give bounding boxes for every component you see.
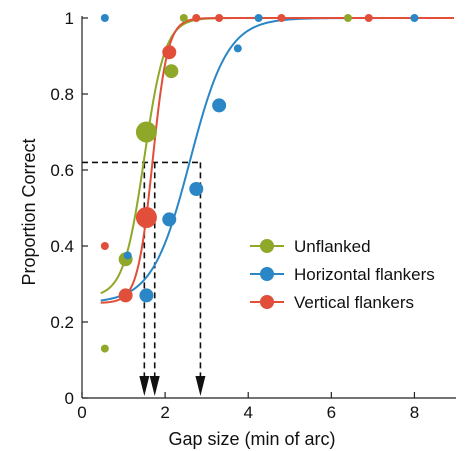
- legend-swatch-marker: [260, 267, 274, 281]
- data-point: [215, 14, 224, 22]
- data-point: [410, 14, 419, 22]
- fit-curve-vertical-flankers: [100, 17, 454, 304]
- data-point: [162, 45, 177, 60]
- data-point: [179, 14, 188, 22]
- data-point: [233, 44, 242, 53]
- x-tick-label: 0: [77, 403, 86, 422]
- data-point: [135, 207, 157, 228]
- y-tick-label: 0.2: [50, 313, 74, 332]
- data-point: [164, 64, 179, 79]
- data-point: [343, 14, 352, 22]
- y-tick-label: 0: [65, 389, 74, 408]
- legend-label: Vertical flankers: [294, 293, 414, 312]
- x-tick-label: 4: [243, 403, 252, 422]
- legend-label: Horizontal flankers: [294, 265, 435, 284]
- data-points: [100, 14, 419, 353]
- threshold-arrow: [195, 376, 206, 396]
- y-tick-label: 1: [65, 9, 74, 28]
- threshold-arrow: [149, 376, 160, 396]
- data-point: [118, 288, 133, 303]
- data-point: [100, 242, 109, 250]
- threshold-guides: [82, 161, 206, 396]
- x-tick-label: 6: [327, 403, 336, 422]
- data-point: [139, 288, 154, 303]
- y-tick-label: 0.4: [50, 237, 74, 256]
- data-point: [277, 14, 286, 22]
- axes: 0 2 4 6 8 0 0.2 0.4 0.6 0.8 1: [50, 9, 456, 422]
- x-tick-label: 8: [410, 403, 419, 422]
- legend-label: Unflanked: [294, 237, 371, 256]
- fit-curves: [100, 17, 454, 304]
- x-axis-title: Gap size (min of arc): [168, 429, 335, 449]
- data-point: [364, 14, 373, 22]
- data-point: [212, 98, 227, 113]
- threshold-arrow: [139, 376, 150, 396]
- legend-swatch-marker: [260, 295, 274, 309]
- y-tick-label: 0.8: [50, 85, 74, 104]
- data-point: [123, 251, 132, 260]
- legend-swatch-marker: [260, 239, 274, 253]
- data-point: [254, 14, 263, 22]
- x-tick-label: 2: [160, 403, 169, 422]
- y-tick-label: 0.6: [50, 161, 74, 180]
- legend: Unflanked Horizontal flankers Vertical fla…: [250, 237, 435, 312]
- data-point: [100, 344, 109, 353]
- data-point: [189, 182, 204, 196]
- data-point: [135, 121, 157, 143]
- y-axis-title: Proportion Correct: [19, 138, 39, 285]
- data-point: [162, 212, 177, 227]
- data-point: [192, 14, 201, 22]
- data-point: [100, 14, 109, 22]
